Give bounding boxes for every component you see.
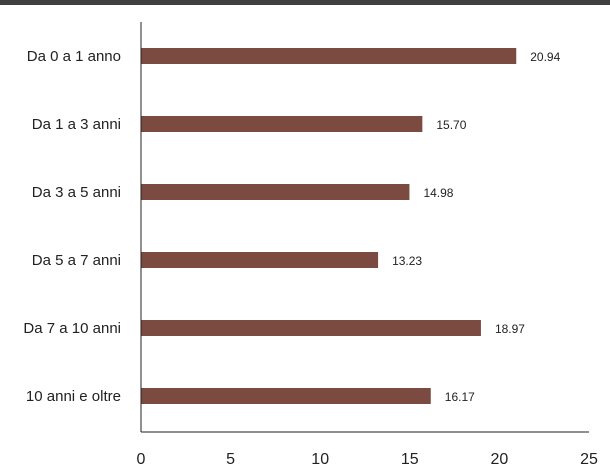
bar-3 [141, 252, 379, 268]
category-labels: Da 0 a 1 anno Da 1 a 3 anni Da 3 a 5 anni D… [23, 48, 121, 405]
x-tick-label-3: 15 [401, 451, 419, 468]
x-tick-label-2: 10 [311, 451, 329, 468]
category-label-4: Da 7 a 10 anni [23, 320, 121, 337]
x-tick-label-4: 20 [491, 451, 509, 468]
value-label-3: 13.23 [392, 254, 422, 268]
category-label-5: 10 anni e oltre [26, 388, 121, 405]
category-label-2: Da 3 a 5 anni [32, 184, 121, 201]
bar-0 [141, 48, 517, 64]
top-rule [0, 0, 610, 5]
bar-1 [141, 116, 423, 132]
category-label-0: Da 0 a 1 anno [27, 48, 121, 65]
category-label-1: Da 1 a 3 anni [32, 116, 121, 133]
value-label-1: 15.70 [436, 118, 466, 132]
x-tick-labels: 0 5 10 15 20 25 [137, 451, 598, 468]
category-label-3: Da 5 a 7 anni [32, 252, 121, 269]
bar-5 [141, 388, 431, 404]
value-labels: 20.94 15.70 14.98 13.23 18.97 16.17 [392, 50, 561, 404]
bar-4 [141, 320, 481, 336]
bar-2 [141, 184, 410, 200]
value-label-2: 14.98 [423, 186, 453, 200]
value-label-4: 18.97 [495, 322, 525, 336]
bars-group [141, 48, 517, 404]
x-tick-label-0: 0 [137, 451, 146, 468]
value-label-5: 16.17 [445, 390, 475, 404]
x-tick-label-5: 25 [580, 451, 598, 468]
x-tick-label-1: 5 [226, 451, 235, 468]
value-label-0: 20.94 [530, 50, 560, 64]
